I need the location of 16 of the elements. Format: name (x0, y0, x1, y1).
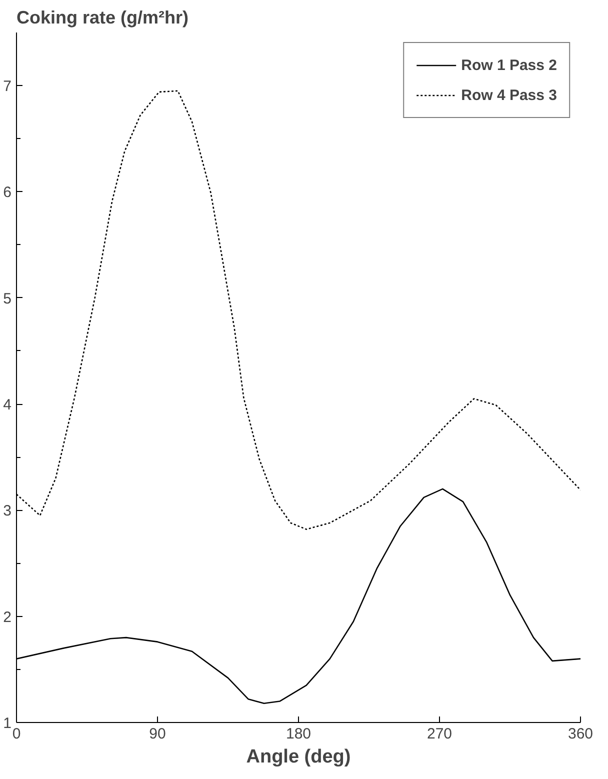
y-tick-label: 7 (3, 78, 12, 96)
legend-label: Row 4 Pass 3 (461, 86, 557, 104)
y-tick-label: 6 (3, 184, 12, 202)
legend-label: Row 1 Pass 2 (461, 56, 557, 74)
y-tick-label: 5 (3, 290, 12, 308)
x-tick-label: 360 (568, 726, 594, 742)
x-tick-label: 180 (286, 726, 312, 742)
y-tick-label: 1 (3, 715, 12, 732)
chart-title: Coking rate (g/m²hr) (16, 8, 189, 28)
y-tick-label: 3 (3, 502, 12, 520)
y-tick-label: 2 (3, 608, 12, 626)
x-axis-title: Angle (deg) (246, 746, 351, 768)
y-tick-label: 4 (3, 396, 12, 414)
x-tick-label: 270 (426, 726, 452, 742)
x-tick-label: 0 (12, 726, 21, 742)
x-tick-label: 90 (149, 726, 166, 742)
